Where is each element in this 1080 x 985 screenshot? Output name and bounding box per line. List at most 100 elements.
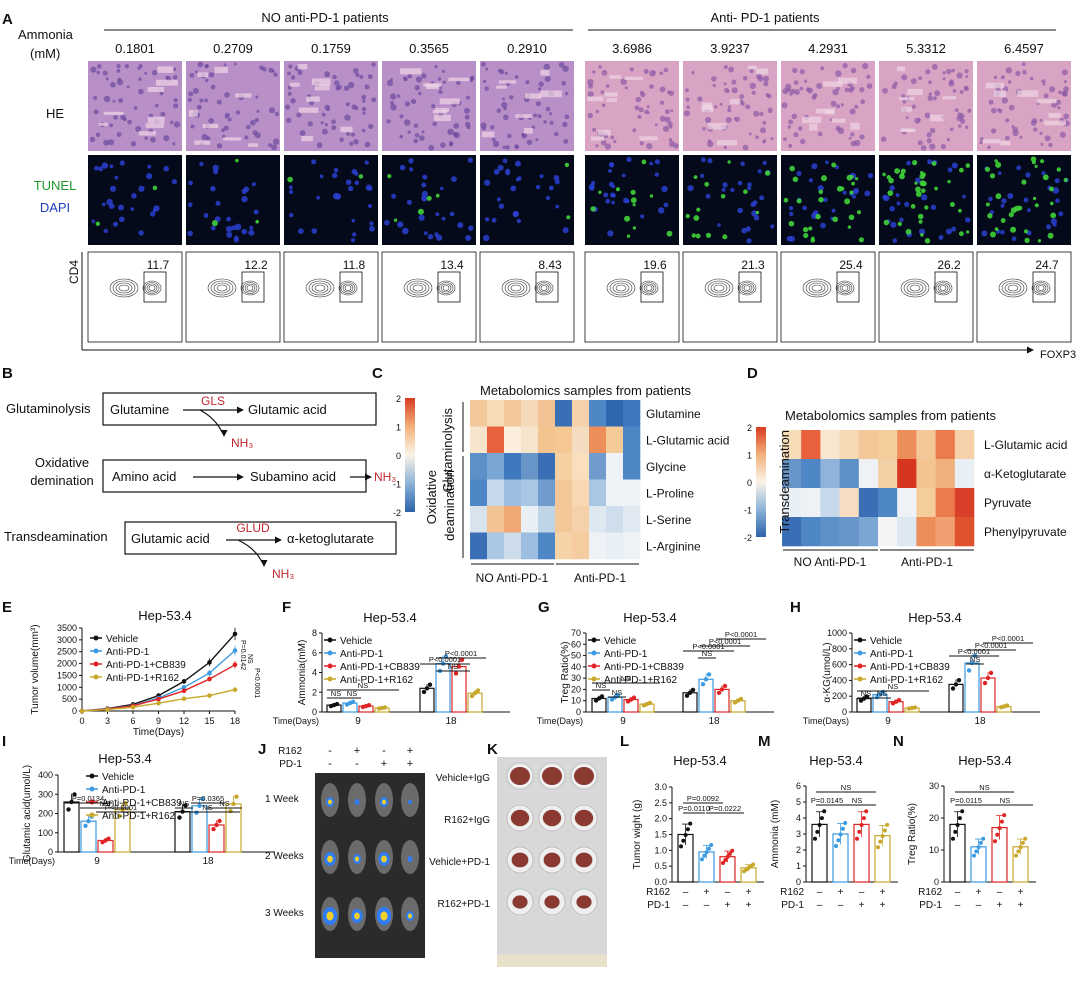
he-nucleus bbox=[447, 128, 454, 135]
tunel-positive-cell bbox=[287, 176, 293, 183]
he-nucleus bbox=[137, 66, 141, 71]
he-nucleus bbox=[1021, 62, 1026, 66]
tunel-positive-cell bbox=[965, 163, 971, 168]
he-nucleus bbox=[881, 136, 887, 142]
heatmap-cell bbox=[470, 506, 488, 533]
he-stroma bbox=[929, 114, 944, 122]
tumor-specimen bbox=[544, 895, 560, 909]
panel-h-x-tick-label: 9 bbox=[885, 716, 891, 727]
dapi-nucleus bbox=[825, 160, 829, 165]
he-nucleus bbox=[554, 131, 559, 137]
he-nucleus bbox=[850, 86, 855, 91]
he-nucleus bbox=[991, 107, 997, 114]
tunel-positive-cell bbox=[727, 160, 731, 164]
he-nucleus bbox=[723, 65, 728, 69]
he-nucleus bbox=[759, 111, 764, 117]
dapi-nucleus bbox=[163, 165, 169, 172]
heatmap-cell bbox=[935, 430, 956, 460]
panel-g-y-tick-label: 20 bbox=[571, 684, 581, 694]
panel-m-point bbox=[861, 816, 866, 821]
panel-e-legend-label: Anti-PD-1+CB839 bbox=[106, 660, 186, 671]
panel-n-r162-sign: + bbox=[1018, 887, 1024, 898]
dapi-nucleus bbox=[397, 221, 404, 228]
he-nucleus bbox=[364, 141, 371, 148]
he-nucleus bbox=[804, 79, 808, 83]
panel-i-point bbox=[211, 826, 216, 832]
panel-g-point bbox=[700, 682, 706, 687]
he-nucleus bbox=[208, 72, 215, 78]
panel-e-y-tick-label: 1000 bbox=[57, 682, 77, 692]
treg-percentage: 25.4 bbox=[839, 258, 863, 272]
treg-gate bbox=[437, 271, 461, 303]
tunel-positive-cell bbox=[818, 197, 824, 203]
tunel-positive-cell bbox=[989, 173, 996, 179]
he-nucleus bbox=[103, 95, 111, 103]
panel-f-point bbox=[382, 705, 388, 710]
panel-i-point bbox=[86, 819, 91, 824]
he-nucleus bbox=[702, 127, 706, 131]
he-nucleus bbox=[287, 91, 292, 96]
panel-m-point bbox=[878, 839, 883, 844]
panel-n-point bbox=[976, 845, 981, 850]
tunel-positive-cell bbox=[855, 177, 859, 181]
flow-contour bbox=[743, 285, 751, 291]
dapi-nucleus bbox=[249, 225, 254, 230]
heatmap-cell bbox=[538, 453, 556, 480]
heatmap-cell bbox=[606, 506, 624, 533]
tunel-positive-cell bbox=[899, 173, 905, 180]
he-nucleus bbox=[842, 63, 848, 69]
panel-n-r162-sign: – bbox=[997, 887, 1003, 898]
heatmap-cell bbox=[470, 426, 488, 454]
dapi-nucleus bbox=[789, 211, 794, 217]
he-nucleus bbox=[1012, 126, 1018, 133]
dapi-nucleus bbox=[483, 234, 490, 242]
panel-e-y-label: Tumor volume(mm³) bbox=[30, 624, 41, 714]
flow-contour bbox=[639, 280, 659, 296]
tunel-positive-cell bbox=[598, 190, 602, 194]
heatmap-cell bbox=[858, 459, 879, 489]
panel-i-point bbox=[183, 803, 188, 808]
panel-g-legend-marker bbox=[591, 663, 597, 669]
he-nucleus bbox=[940, 143, 947, 150]
he-nucleus bbox=[442, 80, 446, 84]
d-colorbar-tick: 2 bbox=[747, 423, 752, 433]
he-nucleus bbox=[410, 98, 417, 105]
heatmap-cell bbox=[521, 453, 539, 480]
dapi-nucleus bbox=[889, 206, 895, 212]
dapi-nucleus bbox=[640, 214, 645, 219]
he-nucleus bbox=[252, 130, 258, 136]
he-nucleus bbox=[1041, 79, 1046, 84]
he-nucleus bbox=[490, 125, 495, 130]
heatmap-cell bbox=[782, 517, 802, 547]
he-nucleus bbox=[481, 61, 486, 67]
panel-n-point bbox=[955, 823, 960, 827]
he-nucleus bbox=[502, 97, 505, 101]
dapi-nucleus bbox=[864, 190, 871, 197]
tunel-positive-cell bbox=[851, 181, 855, 186]
he-nucleus bbox=[967, 108, 972, 113]
he-nucleus bbox=[407, 73, 413, 79]
panel-j-r162-label: R162 bbox=[278, 746, 302, 757]
he-nucleus bbox=[396, 94, 401, 98]
dapi-nucleus bbox=[918, 228, 926, 235]
he-stroma bbox=[831, 118, 846, 123]
he-nucleus bbox=[216, 99, 222, 105]
flow-contour bbox=[438, 282, 454, 294]
tunel-positive-cell bbox=[796, 198, 802, 204]
dapi-nucleus bbox=[484, 179, 491, 186]
dapi-nucleus bbox=[118, 204, 124, 211]
heatmap-cell bbox=[521, 479, 539, 507]
he-nucleus bbox=[844, 87, 849, 93]
tunel-positive-cell bbox=[803, 232, 809, 239]
he-nucleus bbox=[1063, 86, 1069, 92]
panel-f-point bbox=[459, 657, 465, 662]
he-nucleus bbox=[646, 111, 650, 115]
he-nucleus bbox=[138, 77, 142, 81]
tunel-positive-cell bbox=[792, 176, 799, 183]
heatmap-cell bbox=[572, 453, 590, 480]
panel-g-y-tick-label: 70 bbox=[571, 628, 581, 638]
panel-h-letter: H bbox=[790, 599, 801, 616]
he-nucleus bbox=[794, 89, 800, 95]
flow-contour bbox=[741, 283, 753, 293]
heatmap-cell bbox=[555, 400, 573, 427]
